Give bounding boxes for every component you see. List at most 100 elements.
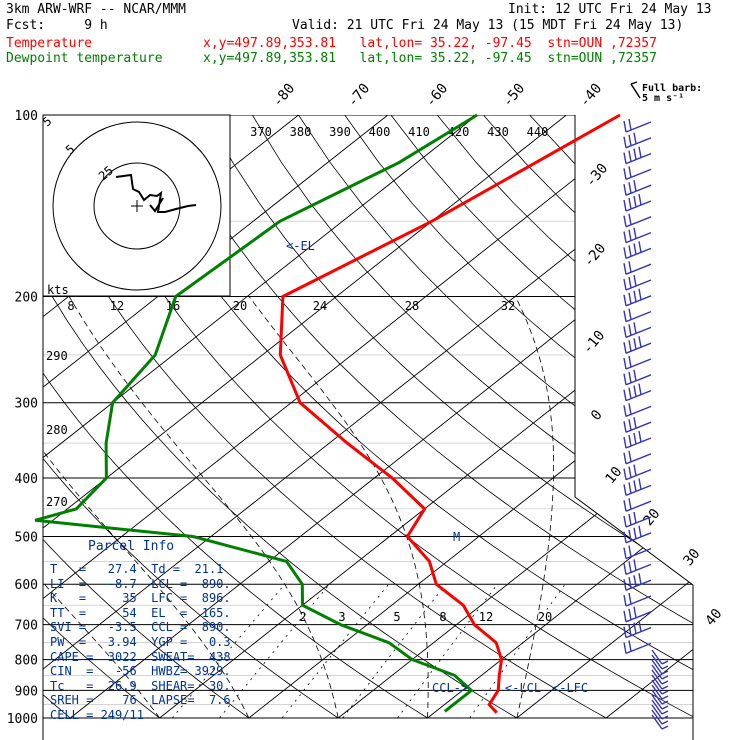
wind-barb <box>625 168 652 181</box>
wind-barb-low <box>651 704 663 720</box>
wind-barb <box>625 626 652 639</box>
wind-barb <box>625 263 652 275</box>
wind-barb-flag <box>628 261 632 273</box>
wind-barb-flag <box>623 563 627 575</box>
wind-barb-flag <box>628 134 632 146</box>
wind-barb-flag <box>628 403 632 415</box>
wind-barb-flag <box>638 478 642 490</box>
wind-barb-flag <box>623 152 627 164</box>
el-annotation: <-EL <box>286 239 315 253</box>
wind-barb-flag <box>633 480 637 492</box>
isotherm-line <box>43 115 478 719</box>
wind-barb-flag <box>623 231 627 243</box>
wind-barb-flag <box>633 180 637 192</box>
dewpoint-location: x,y=497.89,353.81 lat,lon= 35.22, -97.45… <box>203 51 657 66</box>
wind-barb-flag <box>628 166 632 178</box>
wind-barb-flag <box>633 464 637 476</box>
wind-barb-flag <box>633 385 637 397</box>
wind-barb-flag <box>633 290 637 302</box>
wind-barb-flag <box>628 387 632 399</box>
wind-barb-flag <box>628 276 632 289</box>
wind-barb-flag <box>623 642 627 654</box>
wind-barb-low <box>651 714 663 730</box>
parcel-line: CELL = 249/11 <box>50 708 144 722</box>
wind-barb <box>625 468 652 481</box>
wind-barb <box>625 231 652 244</box>
hodograph-units: kts <box>47 283 69 297</box>
wind-barb-flag <box>638 193 642 206</box>
barb-legend-units: 5 m s⁻¹ <box>642 93 685 104</box>
wind-barb-flag <box>628 308 632 320</box>
wind-barb-low <box>651 664 663 680</box>
isotherm-line <box>159 115 693 719</box>
dry-adiabat <box>43 115 339 719</box>
theta-label: 380 <box>290 125 312 139</box>
wind-barb-low <box>651 649 663 665</box>
lfc-annotation: <-LFC <box>552 681 588 695</box>
wind-barb-flag <box>628 355 632 368</box>
wind-barb <box>625 310 652 323</box>
wind-barb-flag <box>633 417 637 429</box>
theta-label: 400 <box>369 125 391 139</box>
dry-adiabat <box>298 115 693 719</box>
wind-barb-flag <box>661 660 669 665</box>
dry-adiabat <box>43 115 428 719</box>
wind-barb-flag <box>628 608 632 620</box>
wind-barb-flag <box>661 720 669 725</box>
wind-barb-flag <box>633 227 637 239</box>
wind-barb-flag <box>661 665 669 670</box>
wind-barb-flag <box>623 500 627 512</box>
hodo-speed-label: 28 <box>405 299 419 313</box>
mixing-ratio-label: 12 <box>479 610 493 624</box>
mixing-ratio-line <box>469 583 566 719</box>
wind-barb-flag <box>623 310 627 322</box>
wind-barb <box>625 421 652 433</box>
mixing-ratio-label: 8 <box>439 610 446 624</box>
wind-barb-flag <box>661 705 669 710</box>
parcel-line: T = 27.4 Td = 21.1 <box>50 562 224 576</box>
moist-adiabat <box>43 296 250 719</box>
wind-barb-flag <box>623 547 627 559</box>
wind-barb-flag <box>628 419 632 431</box>
wind-barb-flag <box>633 195 637 208</box>
wind-barb-flag <box>633 322 637 334</box>
wind-barb <box>625 389 652 402</box>
wind-barb-flag <box>623 168 627 180</box>
wind-barb-flag <box>633 148 637 160</box>
wind-barb-flag <box>628 434 632 447</box>
mixing-ratio-line <box>397 583 498 719</box>
wind-barb-low <box>651 679 663 695</box>
dry-adiabat <box>344 115 693 719</box>
wind-barb <box>625 200 652 212</box>
parcel-line: SVI = -3.5 CCL = 890. <box>50 620 231 634</box>
wind-barb-low <box>651 654 663 670</box>
wind-barb-flag <box>623 136 627 148</box>
theta-label: 390 <box>329 125 351 139</box>
wind-barb-flag <box>623 531 627 543</box>
wind-barb-flag <box>628 624 632 636</box>
hodograph-trace <box>149 197 164 213</box>
wind-barb-flag <box>661 710 669 715</box>
wind-barb-flag <box>628 592 632 605</box>
isotherm-line <box>70 115 693 719</box>
hodo-speed-label: 8 <box>67 299 74 313</box>
parcel-line: PW = 3.94 YGP = 0.3 <box>50 635 231 649</box>
mixing-ratio-label: 5 <box>393 610 400 624</box>
theta-label: 270 <box>46 495 68 509</box>
wind-barb-flag <box>623 278 627 291</box>
pressure-label: 100 <box>15 109 38 124</box>
wind-barb-flag <box>633 559 637 571</box>
parcel-line: LI = -8.7 LCL = 890. <box>50 577 231 591</box>
wind-barb-flag <box>628 118 632 131</box>
wind-barb-flag <box>623 468 627 480</box>
wind-barb-low <box>651 659 663 675</box>
isotherm-line <box>43 115 657 719</box>
theta-label: 410 <box>408 125 430 139</box>
parcel-info-title: Parcel Info <box>88 539 175 554</box>
theta-label: 440 <box>527 125 549 139</box>
wind-barb <box>625 611 652 623</box>
wind-barb-flag <box>623 120 627 133</box>
wind-barb-flag <box>633 243 637 255</box>
wind-barb <box>625 358 652 370</box>
